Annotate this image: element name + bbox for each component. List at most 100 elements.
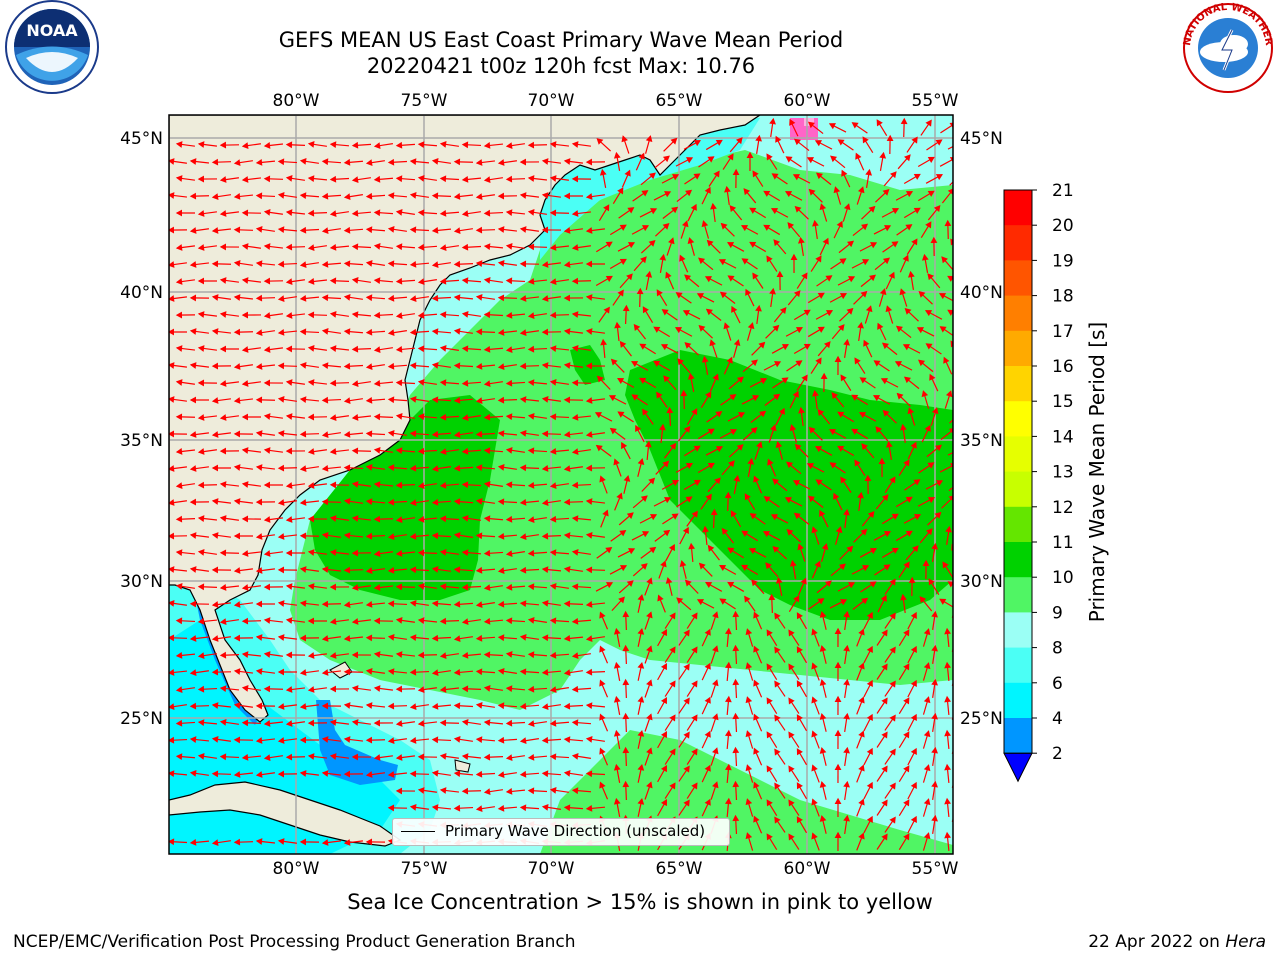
wave-arrow-head	[299, 838, 307, 846]
wave-arrow-head	[373, 754, 381, 761]
colorbar-tick-label: 9	[1052, 603, 1063, 623]
wave-arrow-head	[453, 294, 461, 301]
wave-arrow-head	[638, 152, 645, 160]
wave-arrow-head	[834, 831, 842, 839]
wave-arrow-head	[882, 188, 890, 196]
wave-arrow-head	[913, 479, 921, 486]
wave-arrow-head	[417, 379, 425, 386]
wave-arrow-head	[735, 137, 743, 145]
wave-arrow-head	[541, 668, 549, 676]
wave-arrow-head	[688, 542, 696, 550]
wave-arrow-head	[861, 223, 869, 231]
wave-arrow-head	[748, 548, 757, 555]
wave-arrow-head	[866, 713, 873, 721]
wave-arrow-head	[857, 491, 864, 499]
wave-arrow-head	[905, 224, 913, 231]
wave-arrow-head	[865, 305, 873, 313]
wave-arrow-head	[736, 376, 744, 384]
wave-arrow-head	[321, 566, 329, 573]
wave-arrow-head	[819, 611, 827, 618]
wave-arrow-head	[921, 390, 929, 398]
wave-arrow-head	[431, 294, 439, 302]
wave-arrow-head	[417, 516, 425, 523]
wave-arrow-head	[766, 629, 773, 637]
wave-arrow-head	[439, 549, 447, 556]
bottom-lon-label: 70°W	[528, 859, 575, 879]
wave-arrow-head	[285, 686, 293, 693]
wave-arrow-head	[409, 430, 417, 438]
wave-arrow-head	[619, 258, 627, 265]
wave-arrow-head	[241, 651, 249, 658]
wave-arrow-head	[505, 515, 513, 523]
wave-arrow-head	[461, 685, 469, 693]
wave-arrow-head	[483, 719, 491, 726]
wave-arrow-head	[541, 295, 549, 302]
wave-arrow-head	[285, 549, 293, 557]
wave-arrow-head	[175, 719, 183, 727]
wave-arrow-head	[563, 192, 570, 200]
wave-arrow-head	[307, 345, 315, 352]
wave-arrow-head	[613, 661, 621, 669]
wave-arrow-head	[925, 221, 932, 229]
colorbar-extend-triangle	[1003, 752, 1033, 783]
bahamas-island-south	[454, 759, 471, 773]
wave-arrow-head	[219, 618, 227, 625]
wave-arrow-head	[299, 634, 307, 642]
wave-arrow-head	[828, 429, 837, 436]
wave-arrow-head	[483, 413, 491, 421]
left-lat-labels: 45°N 40°N 35°N 30°N 25°N	[120, 129, 163, 729]
wave-arrow-head	[197, 753, 205, 760]
wave-arrow-head	[395, 141, 403, 149]
wave-arrow-head	[662, 223, 670, 230]
wave-arrow-head	[189, 498, 197, 506]
wave-arrow-head	[907, 270, 915, 278]
wave-arrow-head	[931, 678, 938, 686]
wave-arrow-head	[395, 651, 403, 658]
wave-arrow-head	[439, 787, 447, 794]
wave-arrow-head	[431, 634, 439, 642]
wave-arrow-head	[307, 209, 315, 217]
wave-arrow-head	[896, 392, 904, 400]
colorbar-swatch	[1004, 295, 1032, 332]
top-lon-label: 60°W	[784, 91, 831, 111]
wave-arrow-head	[631, 394, 639, 401]
wave-arrow-head	[726, 356, 733, 364]
wave-arrow-head	[505, 651, 513, 658]
wave-arrow-head	[944, 831, 951, 839]
wave-arrow-head	[197, 244, 205, 251]
wave-arrow-head	[475, 464, 483, 472]
wave-arrow-head	[541, 566, 549, 573]
wave-arrow-head	[749, 241, 757, 248]
wave-arrow-head	[642, 306, 649, 314]
wave-arrow-head	[704, 730, 711, 738]
wave-arrow-head	[752, 395, 760, 402]
left-lat-label: 45°N	[120, 129, 163, 149]
wave-arrow-head	[395, 481, 403, 489]
left-lat-label: 25°N	[120, 709, 163, 729]
wave-arrow-head	[475, 294, 483, 301]
wave-arrow-head	[585, 397, 593, 404]
wave-arrow-head	[840, 374, 847, 382]
wave-arrow-head	[241, 550, 249, 557]
wave-arrow-head	[211, 770, 219, 778]
wave-arrow-head	[766, 697, 773, 705]
wave-arrow-head	[947, 309, 953, 316]
wave-arrow-head	[753, 747, 760, 755]
wave-arrow-head	[563, 669, 571, 676]
wave-arrow	[949, 419, 953, 424]
wave-arrow-head	[797, 543, 804, 551]
wave-arrow-head	[585, 260, 592, 268]
wave-arrow-head	[497, 702, 505, 710]
wave-arrow-head	[505, 550, 513, 557]
wave-arrow-head	[417, 278, 425, 285]
wave-arrow-head	[483, 447, 491, 455]
wave-arrow-head	[563, 328, 571, 335]
wave-arrow-head	[843, 203, 851, 211]
wave-arrow-head	[931, 712, 938, 720]
wave-arrow-head	[417, 549, 425, 557]
wave-arrow-head	[646, 577, 653, 585]
wave-arrow-head	[747, 322, 755, 330]
wave-arrow-head	[819, 679, 827, 686]
wave-arrow-head	[541, 634, 549, 642]
wave-arrow-head	[241, 142, 249, 149]
